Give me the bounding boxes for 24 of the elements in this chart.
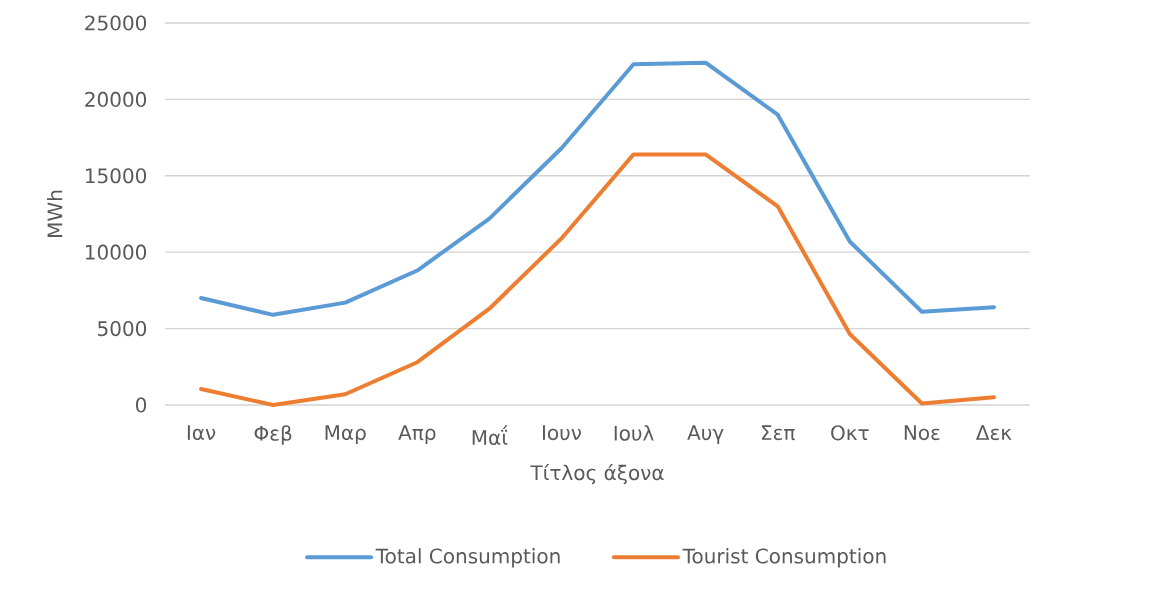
x-tick-label: Σεπ	[761, 425, 795, 441]
legend-label: Tourist Consumption	[682, 548, 886, 568]
y-tick-label: 5000	[98, 321, 147, 337]
y-tick-label: 15000	[85, 168, 147, 184]
x-tick-label: Αυγ	[687, 425, 724, 444]
legend-label: Total Consumption	[375, 548, 560, 568]
x-tick-label: Ιουν	[542, 425, 581, 441]
x-tick-label: Απρ	[398, 425, 436, 444]
x-tick-label: Ιαν	[187, 425, 216, 441]
y-tick-label: 20000	[85, 91, 147, 107]
x-tick-label: Φεβ	[254, 425, 292, 445]
y-axis-title: MWh	[47, 190, 63, 237]
x-tick-label: Μαΐ	[472, 425, 508, 446]
x-tick-label: Οκτ	[831, 425, 869, 441]
y-tick-label: 25000	[85, 15, 147, 31]
x-axis-title: Τίτλος άξονα	[530, 463, 664, 485]
line-series	[199, 60, 996, 317]
x-tick-label: Μαρ	[325, 425, 366, 444]
x-tick-label: Ιουλ	[614, 425, 654, 441]
y-tick-label: 10000	[85, 244, 147, 260]
x-tick-label: Νοε	[904, 425, 940, 441]
x-tick-label: Δεκ	[975, 425, 1012, 441]
y-tick-label: 0	[136, 397, 147, 413]
line-series	[199, 152, 996, 407]
